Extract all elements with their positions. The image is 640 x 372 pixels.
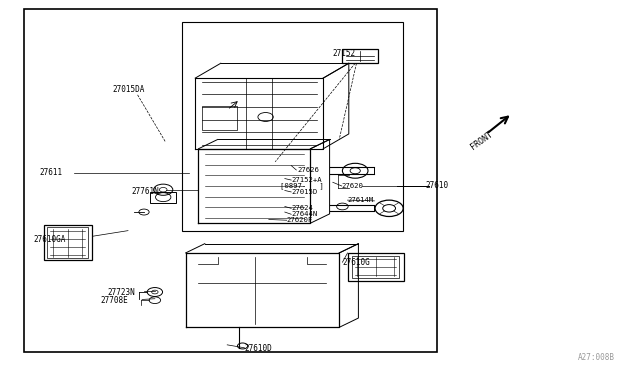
Bar [44, 225, 92, 260]
Text: 27015DA: 27015DA [112, 85, 145, 94]
Text: 27610D: 27610D [244, 344, 272, 353]
Text: FRONT: FRONT [469, 129, 495, 152]
Text: 27614M: 27614M [348, 197, 374, 203]
Bar [24, 9, 437, 352]
Text: 27152: 27152 [333, 49, 356, 58]
Text: 27708E: 27708E [100, 296, 128, 305]
Bar [348, 253, 404, 281]
Text: 27015D: 27015D [291, 189, 317, 195]
Bar [202, 106, 237, 130]
Text: 27611: 27611 [40, 169, 63, 177]
Bar [150, 192, 176, 203]
Text: 27610: 27610 [426, 182, 449, 190]
Bar [352, 256, 399, 278]
Text: 27723N: 27723N [108, 288, 135, 296]
Text: 27620: 27620 [342, 183, 364, 189]
Text: A27:008B: A27:008B [577, 353, 614, 362]
Text: 27610GA: 27610GA [33, 235, 66, 244]
Bar [182, 22, 403, 231]
Bar [47, 227, 88, 258]
Text: 27761N: 27761N [131, 187, 159, 196]
Text: 27610G: 27610G [342, 258, 370, 267]
Text: 27644N: 27644N [291, 211, 317, 217]
Text: 27626: 27626 [298, 167, 319, 173]
Text: 27624: 27624 [291, 205, 313, 211]
Text: 27620F: 27620F [287, 217, 313, 223]
Text: 27152+A: 27152+A [291, 177, 322, 183]
Text: [0897-   ]: [0897- ] [280, 183, 324, 189]
Bar [342, 49, 378, 63]
